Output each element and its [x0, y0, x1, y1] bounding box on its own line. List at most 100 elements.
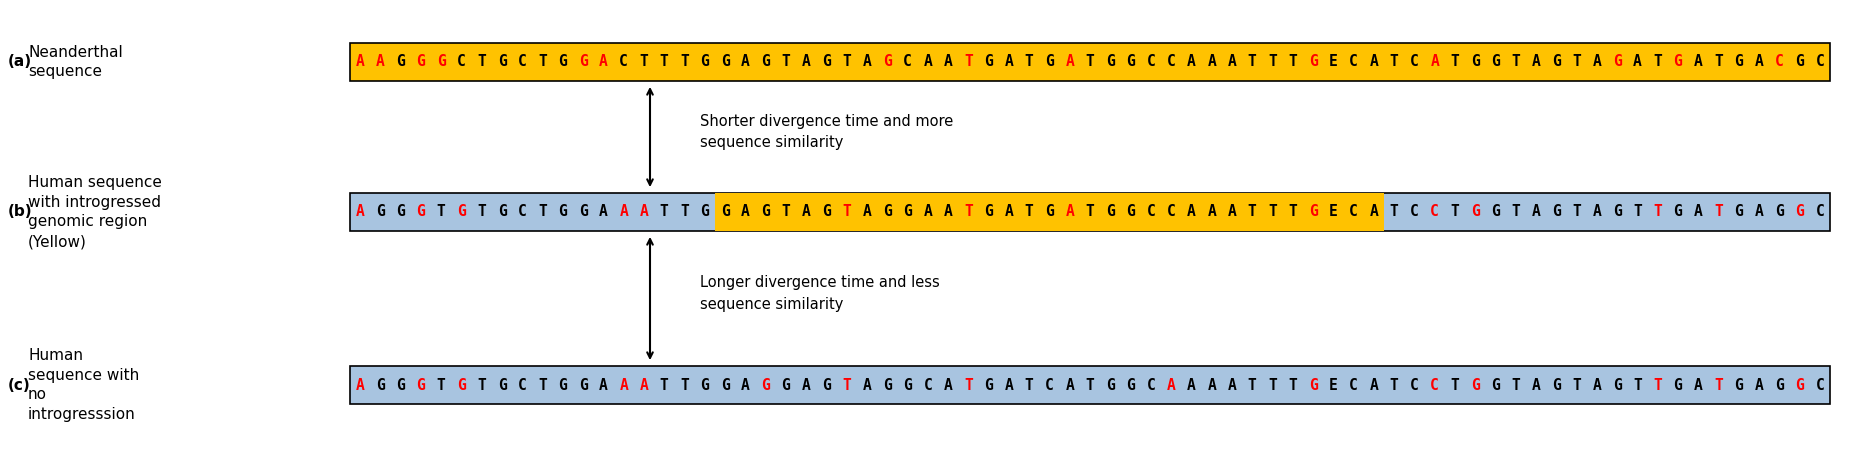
- Text: A: A: [1431, 54, 1438, 69]
- Text: A: A: [1187, 204, 1196, 219]
- Text: G: G: [456, 377, 466, 393]
- Text: T: T: [660, 54, 669, 69]
- Text: G: G: [1308, 377, 1317, 393]
- Text: E: E: [1328, 54, 1338, 69]
- Text: G: G: [559, 54, 566, 69]
- Text: G: G: [1107, 204, 1114, 219]
- Text: A: A: [600, 377, 607, 393]
- Text: G: G: [1734, 377, 1744, 393]
- Text: C: C: [1349, 54, 1358, 69]
- Text: T: T: [680, 54, 689, 69]
- Text: T: T: [477, 377, 486, 393]
- Text: C: C: [456, 54, 466, 69]
- Text: A: A: [863, 54, 872, 69]
- Text: T: T: [1652, 204, 1662, 219]
- Text: C: C: [1815, 204, 1824, 219]
- Text: G: G: [1470, 377, 1479, 393]
- Text: T: T: [842, 377, 851, 393]
- Text: A: A: [356, 54, 365, 69]
- FancyBboxPatch shape: [350, 193, 1829, 231]
- Text: G: G: [417, 377, 425, 393]
- Text: T: T: [842, 204, 851, 219]
- Text: A: A: [356, 377, 365, 393]
- Text: G: G: [822, 377, 831, 393]
- Text: G: G: [397, 204, 404, 219]
- Text: A: A: [1531, 54, 1541, 69]
- Text: A: A: [376, 54, 386, 69]
- Text: C: C: [1815, 54, 1824, 69]
- Text: A: A: [863, 377, 872, 393]
- Text: T: T: [639, 54, 648, 69]
- Text: T: T: [1451, 204, 1459, 219]
- Text: A: A: [1207, 204, 1217, 219]
- Text: T: T: [1451, 54, 1459, 69]
- Text: G: G: [417, 204, 425, 219]
- Text: G: G: [1125, 204, 1135, 219]
- Text: G: G: [762, 204, 769, 219]
- Text: G: G: [1613, 54, 1621, 69]
- Text: G: G: [1470, 204, 1479, 219]
- Text: A: A: [1693, 204, 1703, 219]
- Text: T: T: [1086, 377, 1094, 393]
- Text: T: T: [436, 204, 445, 219]
- Text: A: A: [639, 204, 648, 219]
- Text: A: A: [356, 204, 365, 219]
- Text: A: A: [1207, 377, 1217, 393]
- Text: G: G: [721, 204, 730, 219]
- Text: G: G: [822, 54, 831, 69]
- Text: G: G: [1775, 377, 1783, 393]
- Text: G: G: [1552, 54, 1561, 69]
- Text: T: T: [1025, 377, 1034, 393]
- Text: A: A: [1531, 377, 1541, 393]
- Text: A: A: [945, 204, 952, 219]
- Text: T: T: [538, 54, 548, 69]
- Text: T: T: [477, 204, 486, 219]
- Text: T: T: [1248, 204, 1256, 219]
- Text: T: T: [1289, 204, 1297, 219]
- Text: T: T: [1289, 54, 1297, 69]
- Text: G: G: [1490, 54, 1500, 69]
- Text: A: A: [639, 377, 648, 393]
- Text: A: A: [1369, 377, 1379, 393]
- Text: G: G: [1490, 377, 1500, 393]
- Text: A: A: [1755, 54, 1764, 69]
- Text: T: T: [436, 377, 445, 393]
- Text: T: T: [1390, 204, 1399, 219]
- Text: C: C: [1775, 54, 1783, 69]
- Text: A: A: [1593, 204, 1600, 219]
- Text: A: A: [1004, 377, 1013, 393]
- Text: T: T: [1652, 54, 1662, 69]
- Text: T: T: [477, 54, 486, 69]
- Text: G: G: [1490, 204, 1500, 219]
- Text: C: C: [1146, 377, 1155, 393]
- FancyBboxPatch shape: [715, 193, 1384, 231]
- Text: G: G: [1796, 204, 1803, 219]
- Text: G: G: [883, 377, 892, 393]
- Text: G: G: [497, 204, 507, 219]
- Text: T: T: [680, 204, 689, 219]
- Text: T: T: [1390, 377, 1399, 393]
- Text: G: G: [579, 204, 587, 219]
- Text: (a): (a): [7, 54, 32, 69]
- Text: A: A: [619, 204, 628, 219]
- Text: C: C: [619, 54, 628, 69]
- Text: C: C: [518, 377, 527, 393]
- Text: T: T: [781, 204, 790, 219]
- Text: T: T: [963, 54, 972, 69]
- Text: T: T: [963, 377, 972, 393]
- Text: T: T: [1269, 54, 1276, 69]
- Text: A: A: [600, 204, 607, 219]
- Text: C: C: [518, 54, 527, 69]
- Text: T: T: [538, 377, 548, 393]
- Text: C: C: [1410, 54, 1420, 69]
- Text: A: A: [1228, 54, 1237, 69]
- Text: A: A: [1066, 54, 1075, 69]
- Text: T: T: [1248, 377, 1256, 393]
- Text: T: T: [660, 204, 669, 219]
- Text: T: T: [680, 377, 689, 393]
- Text: (c): (c): [7, 377, 32, 393]
- Text: A: A: [1369, 54, 1379, 69]
- Text: E: E: [1328, 204, 1338, 219]
- Text: T: T: [1572, 204, 1582, 219]
- Text: A: A: [1166, 377, 1176, 393]
